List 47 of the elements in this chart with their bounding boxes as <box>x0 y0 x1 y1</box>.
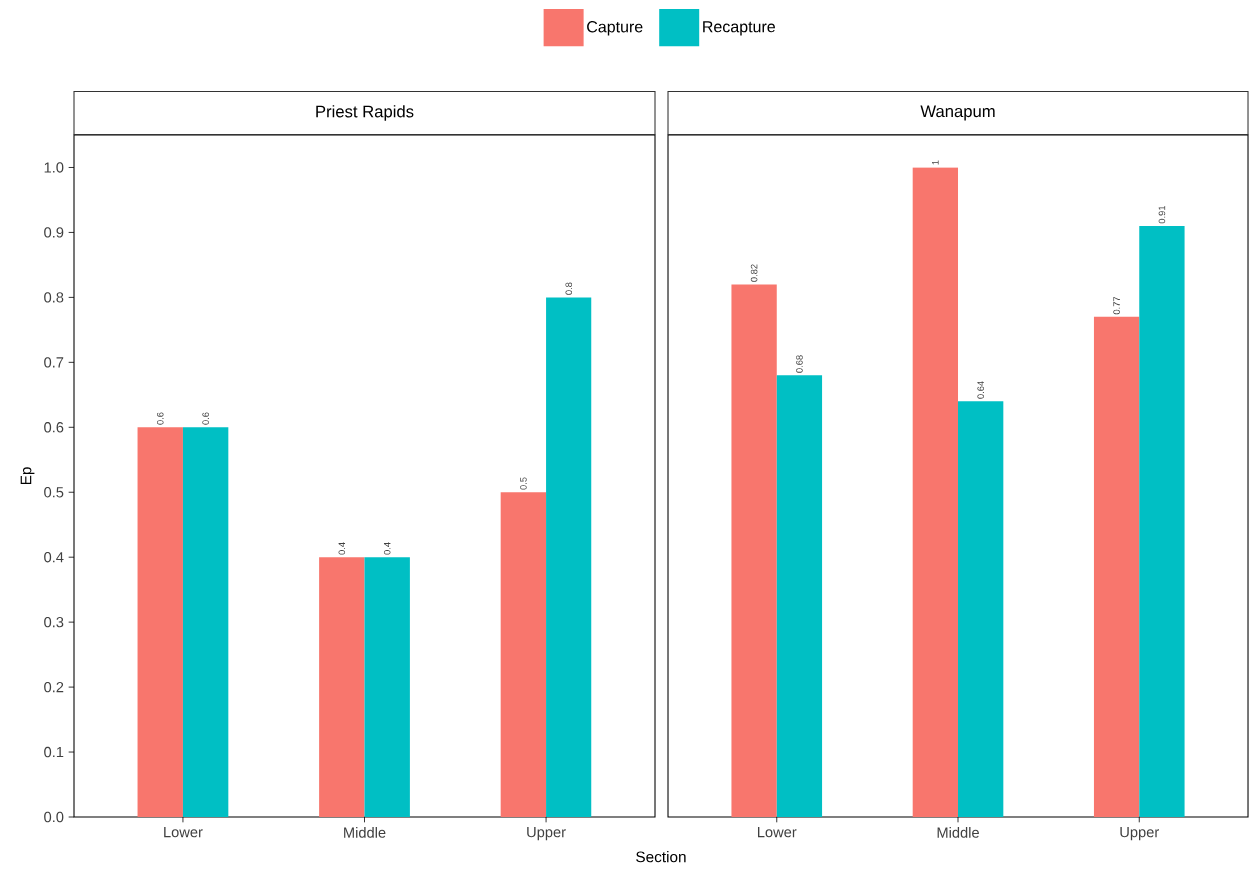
data-label: 0.5 <box>520 477 527 490</box>
x-axis-title: Section <box>636 851 686 863</box>
bar <box>500 492 547 817</box>
y-tick-label: 0.9 <box>44 227 64 238</box>
y-tick-label: 0.3 <box>44 616 64 628</box>
data-label: 0.6 <box>202 412 209 425</box>
bar <box>912 167 959 817</box>
y-axis-title: Ep <box>20 467 35 485</box>
y-tick-label: 0.5 <box>44 487 64 498</box>
bar <box>319 557 365 817</box>
y-tick-label: 0.6 <box>44 422 64 433</box>
legend-label: Recapture <box>703 21 775 36</box>
y-tick-label: 0.2 <box>44 681 64 693</box>
data-label: 0.68 <box>796 355 803 373</box>
data-label: 0.8 <box>565 282 573 295</box>
data-label: 0.82 <box>750 264 758 282</box>
data-label: 0.4 <box>338 542 346 555</box>
data-label: 0.4 <box>383 542 391 555</box>
data-label: 0.64 <box>977 381 984 399</box>
y-tick-label: 0.0 <box>44 811 64 823</box>
bar <box>776 375 823 817</box>
y-tick-label: 0.7 <box>44 357 64 368</box>
bar <box>1093 316 1140 817</box>
data-label: 0.77 <box>1113 296 1120 315</box>
x-tick-label: Lower <box>164 827 203 838</box>
data-label: 1 <box>932 160 939 165</box>
bar <box>1139 225 1185 817</box>
x-tick-label: Upper <box>1120 827 1159 841</box>
x-tick-label: Middle <box>344 827 386 838</box>
y-tick-label: 0.8 <box>44 292 64 303</box>
bar <box>958 401 1004 817</box>
bar <box>731 284 777 817</box>
data-label: 0.6 <box>156 412 164 425</box>
x-tick-label: Middle <box>937 827 979 838</box>
bar <box>364 557 410 817</box>
x-tick-label: Lower <box>758 827 797 838</box>
bar <box>546 297 592 817</box>
bar <box>182 427 229 817</box>
chart-title: Priest Rapids <box>316 105 414 121</box>
y-tick-label: 0.1 <box>44 746 64 758</box>
y-tick-label: 1.0 <box>44 162 64 173</box>
y-tick-label: 0.4 <box>44 552 64 563</box>
data-label: 0.91 <box>1158 205 1166 224</box>
bar <box>137 427 183 817</box>
legend-label: Capture <box>587 21 643 36</box>
chart-title: Wanapum <box>920 105 995 121</box>
x-tick-label: Upper <box>527 827 566 841</box>
